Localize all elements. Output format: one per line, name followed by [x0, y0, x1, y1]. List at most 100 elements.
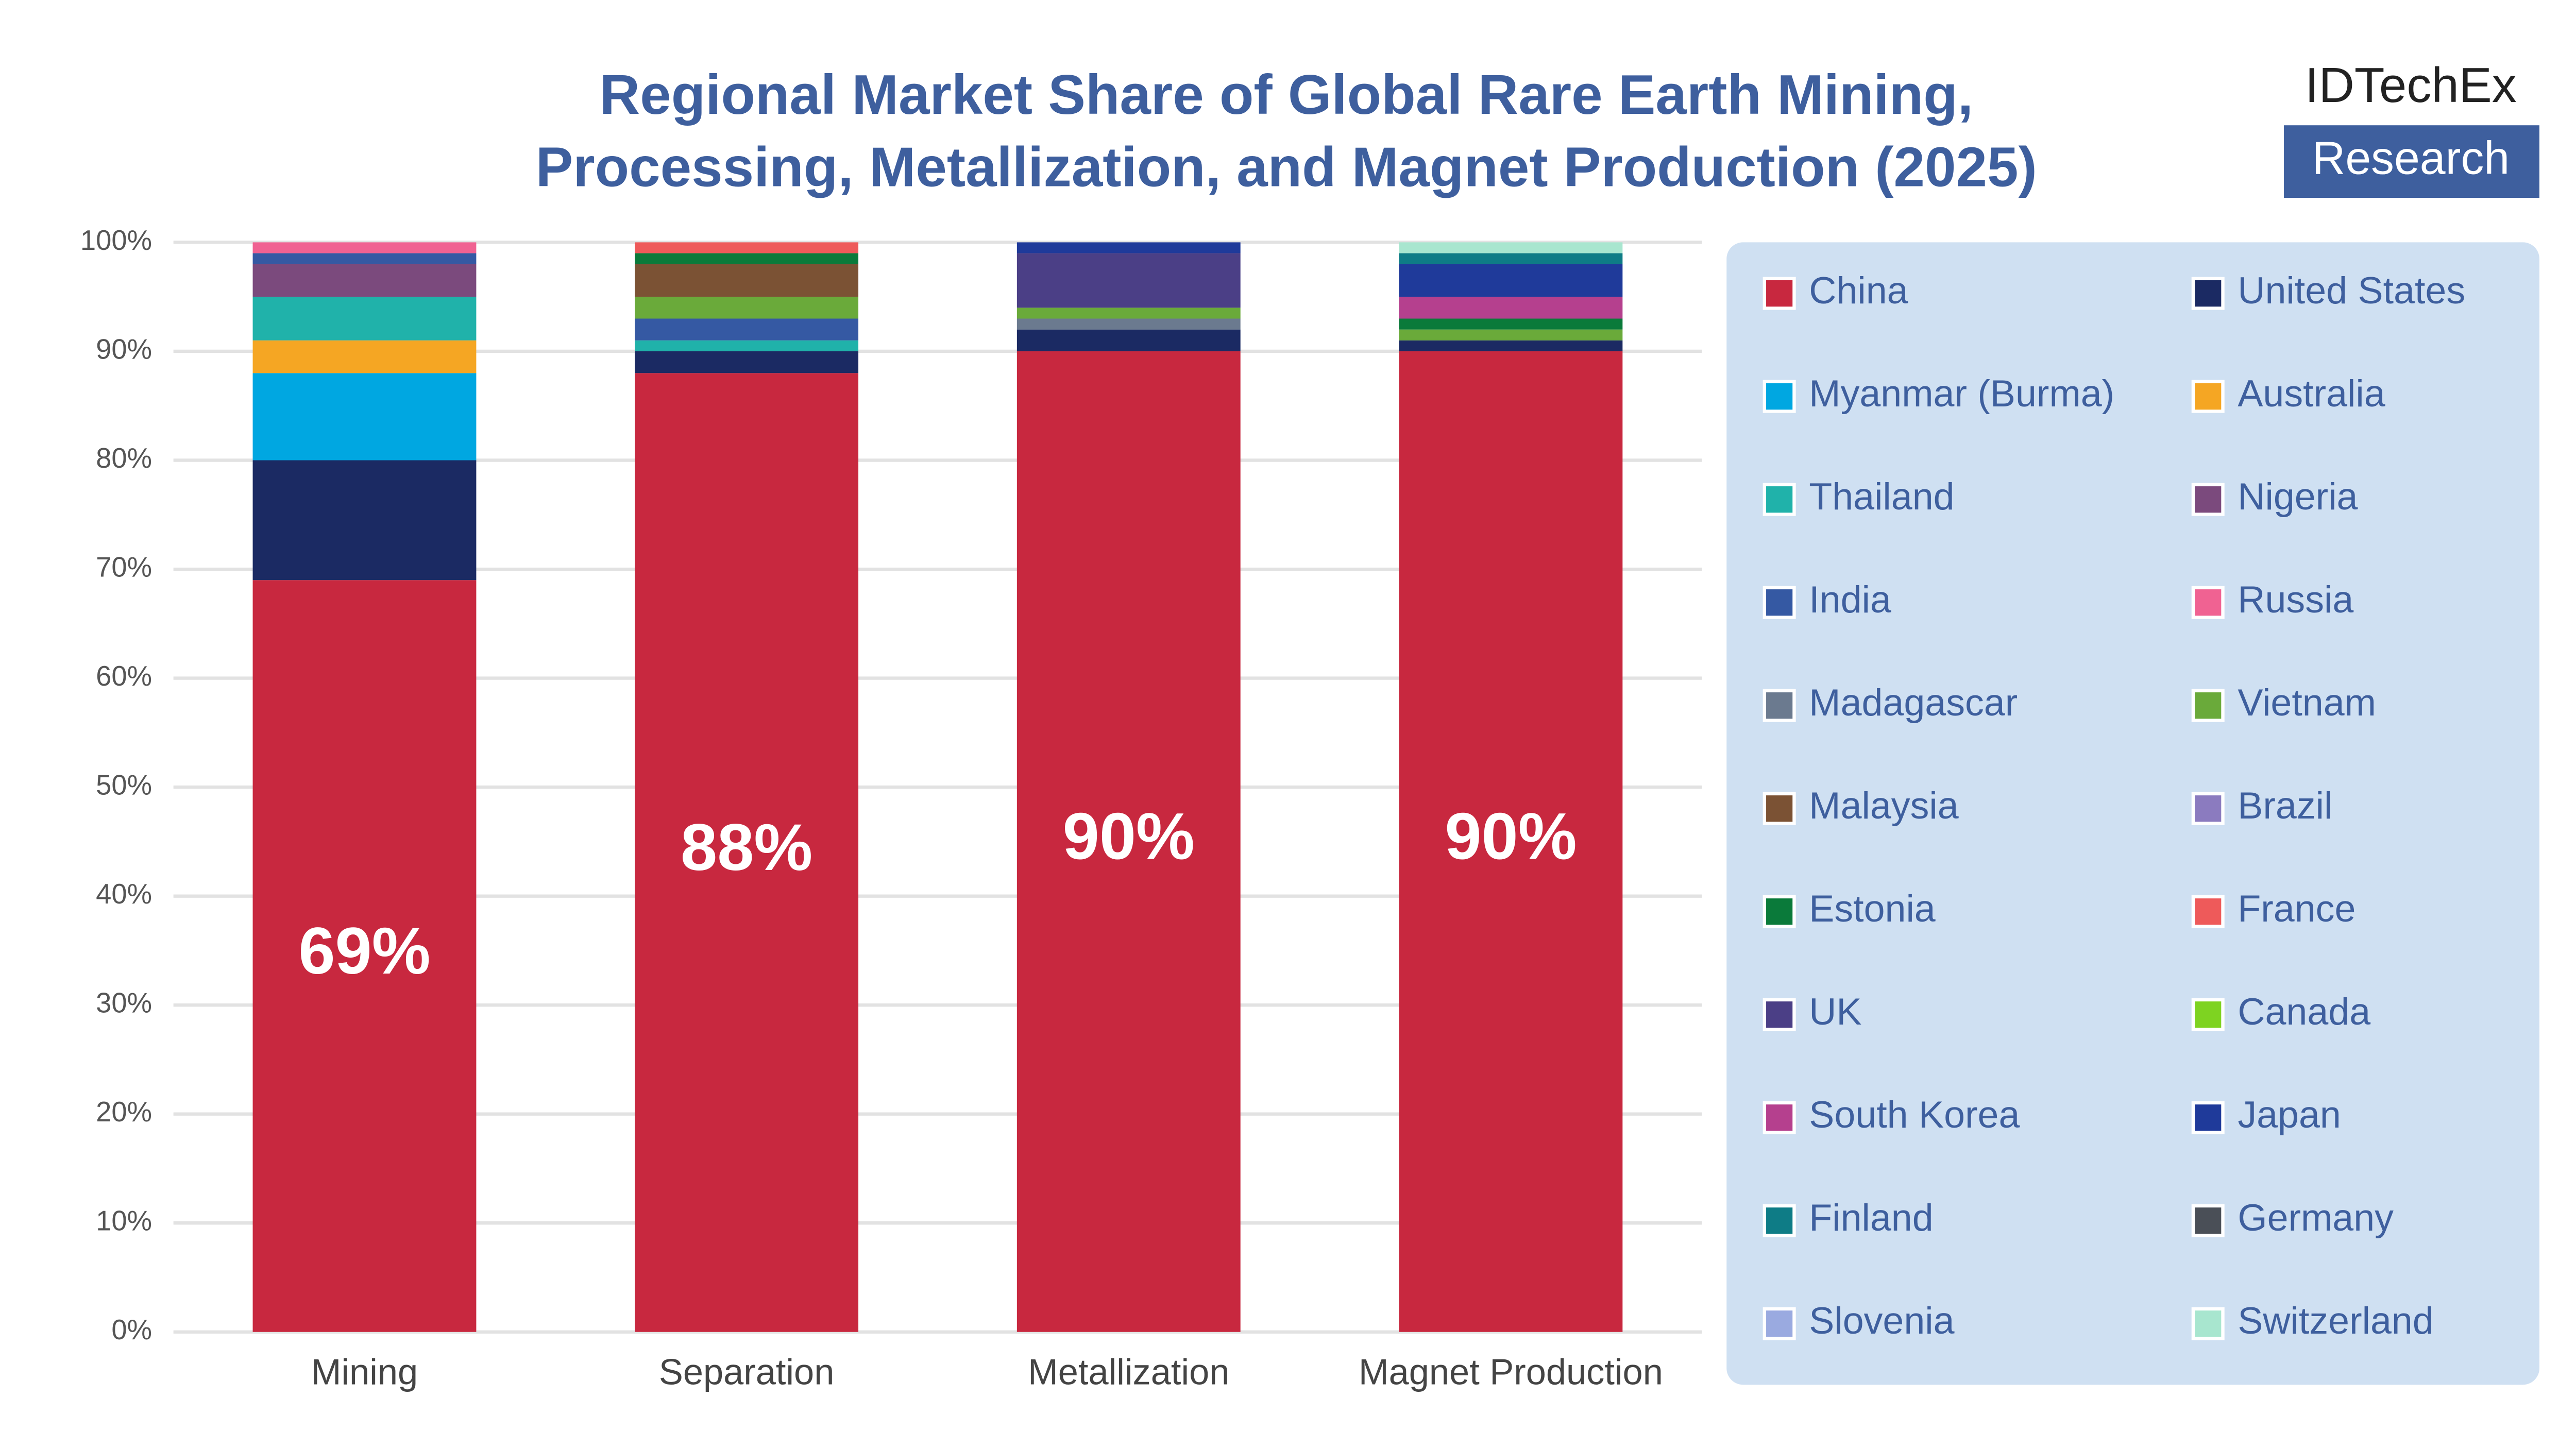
bar-segment: [1399, 242, 1623, 253]
y-tick-label: 10%: [96, 1205, 152, 1237]
legend-swatch: [1762, 483, 1796, 516]
data-label: 90%: [1063, 800, 1195, 874]
y-tick-label: 0%: [111, 1314, 152, 1345]
legend-swatch: [1762, 1101, 1796, 1134]
bar-segment: [1016, 242, 1241, 253]
y-tick-label: 100%: [80, 225, 152, 256]
bar-segment: [1016, 318, 1241, 330]
legend-label: Switzerland: [2238, 1299, 2433, 1342]
bar-segment: [252, 242, 477, 253]
bar-segment: [1016, 253, 1241, 308]
y-tick-label: 30%: [96, 987, 152, 1019]
y-tick-label: 50%: [96, 769, 152, 800]
legend-swatch: [1762, 586, 1796, 619]
bar-segment: [635, 340, 859, 351]
bar-segment: [1016, 351, 1241, 1332]
x-tick-label: Mining: [311, 1352, 418, 1392]
legend-swatch: [2191, 483, 2225, 516]
bar-segment: [1399, 264, 1623, 297]
legend-label: Vietnam: [2238, 681, 2376, 724]
data-label: 88%: [681, 811, 812, 884]
legend-swatch: [1762, 1204, 1796, 1237]
bar-segment: [252, 264, 477, 297]
legend-swatch: [2191, 1204, 2225, 1237]
legend-swatch: [2191, 792, 2225, 825]
bar-segment: [252, 460, 477, 581]
bar-segment: [252, 340, 477, 373]
legend-swatch: [2191, 998, 2225, 1031]
bar-segment: [1016, 308, 1241, 319]
legend-label: UK: [1809, 990, 1861, 1033]
bar-segment: [635, 253, 859, 264]
legend-swatch: [2191, 895, 2225, 928]
bar-segment: [1016, 329, 1241, 351]
y-tick-label: 80%: [96, 442, 152, 474]
legend-label: South Korea: [1809, 1093, 2020, 1136]
x-tick-label: Metallization: [1028, 1352, 1229, 1392]
x-tick-label: Separation: [659, 1352, 834, 1392]
legend-label: Brazil: [2238, 784, 2332, 827]
bar-segment: [635, 297, 859, 319]
legend-label: Japan: [2238, 1093, 2341, 1136]
legend-label: Russia: [2238, 578, 2353, 621]
legend-swatch: [2191, 1101, 2225, 1134]
bar-segment: [635, 373, 859, 1332]
legend-swatch: [1762, 380, 1796, 413]
legend-label: United States: [2238, 269, 2465, 312]
bar-segment: [252, 373, 477, 461]
chart-title: Regional Market Share of Global Rare Ear…: [535, 64, 2037, 200]
legend-panel: [1726, 242, 2539, 1385]
legend-swatch: [2191, 1307, 2225, 1340]
y-tick-label: 60%: [96, 660, 152, 692]
legend-label: Malaysia: [1809, 784, 1958, 827]
y-tick-label: 20%: [96, 1096, 152, 1128]
data-label: 69%: [298, 914, 430, 988]
bar-segment: [635, 242, 859, 253]
legend-label: Slovenia: [1809, 1299, 1954, 1342]
bar-segment: [1399, 329, 1623, 340]
legend-swatch: [1762, 895, 1796, 928]
legend-swatch: [2191, 277, 2225, 310]
y-tick-label: 40%: [96, 878, 152, 910]
logo-name: IDTechEx: [2305, 58, 2517, 113]
logo-tag: Research: [2312, 132, 2510, 183]
bar-segment: [1399, 351, 1623, 1332]
legend-swatch: [1762, 277, 1796, 310]
bar-segment: [1399, 318, 1623, 330]
legend-label: Germany: [2238, 1196, 2394, 1239]
legend-swatch: [2191, 586, 2225, 619]
legend-swatch: [1762, 792, 1796, 825]
y-tick-label: 90%: [96, 333, 152, 365]
y-tick-label: 70%: [96, 551, 152, 583]
bar-segment: [635, 264, 859, 297]
bar-segment: [252, 580, 477, 1332]
bar-segment: [1399, 253, 1623, 264]
bar-segment: [635, 351, 859, 373]
bar-segment: [635, 318, 859, 340]
legend-label: Thailand: [1809, 475, 1954, 518]
legend-label: China: [1809, 269, 1908, 312]
bar-segment: [252, 297, 477, 340]
legend-label: Madagascar: [1809, 681, 2018, 724]
legend-label: Finland: [1809, 1196, 1933, 1239]
bar-segment: [1399, 340, 1623, 351]
legend-label: Canada: [2238, 990, 2370, 1033]
bar-segment: [252, 253, 477, 264]
legend-swatch: [2191, 380, 2225, 413]
title-box: Regional Market Share of Global Rare Ear…: [535, 64, 2037, 200]
legend-label: Estonia: [1809, 887, 1936, 930]
legend-swatch: [1762, 689, 1796, 722]
legend-label: Myanmar (Burma): [1809, 372, 2114, 415]
logo-badge: [2283, 125, 2539, 198]
legend-label: India: [1809, 578, 1891, 621]
legend-label: France: [2238, 887, 2355, 930]
legend-swatch: [1762, 1307, 1796, 1340]
legend-label: Australia: [2238, 372, 2385, 415]
x-tick-label: Magnet Production: [1359, 1352, 1663, 1392]
legend-swatch: [1762, 998, 1796, 1031]
legend-label: Nigeria: [2238, 475, 2358, 518]
bar-segment: [1399, 297, 1623, 319]
data-label: 90%: [1445, 800, 1577, 874]
